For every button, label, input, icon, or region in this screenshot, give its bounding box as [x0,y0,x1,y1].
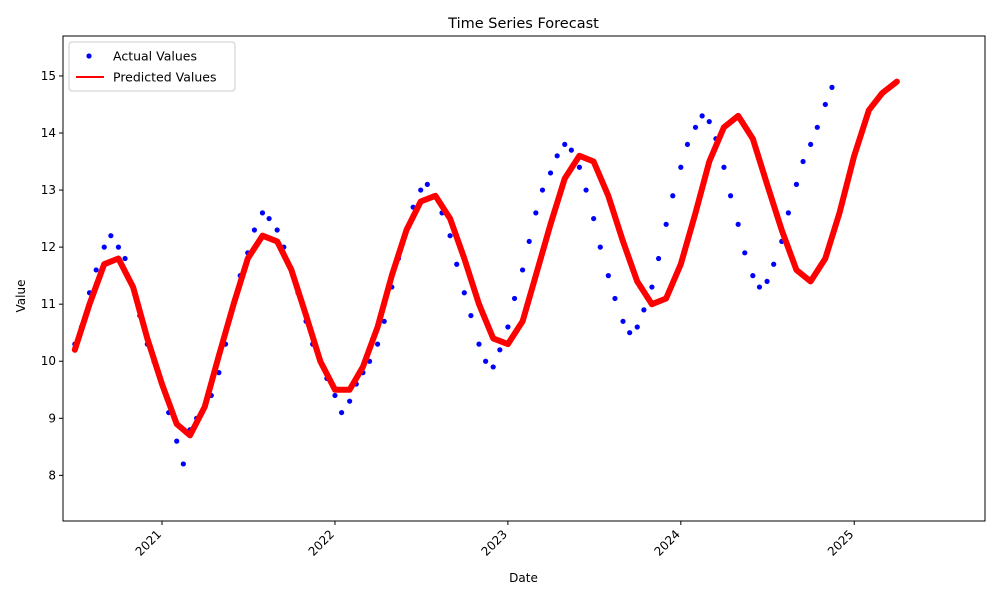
actual-point [634,324,640,330]
chart-title: Time Series Forecast [447,16,599,32]
y-axis: 8 9 10 11 12 13 14 15 [41,69,63,482]
actual-point [122,255,128,262]
actual-point [454,261,460,267]
actual-point [678,164,684,170]
actual-point [771,261,777,267]
actual-point [174,438,180,444]
actual-point [381,318,387,324]
actual-point [374,341,381,347]
y-tick-label: 8 [48,468,56,482]
actual-point [505,324,511,330]
legend: Actual Values Predicted Values [68,41,236,92]
actual-point [620,318,626,324]
actual-point [251,227,258,233]
actual-point [649,284,655,290]
actual-point [793,181,800,187]
actual-point [259,210,266,216]
actual-point [347,398,353,404]
actual-point [418,187,424,193]
y-tick-label: 9 [48,411,56,425]
actual-point [519,267,526,273]
actual-point [461,290,467,296]
actual-point [706,118,712,125]
legend-box [68,41,236,92]
actual-point [576,164,583,170]
actual-point [547,170,554,176]
actual-point [338,409,345,416]
actual-point [526,238,532,245]
actual-point [612,295,618,302]
actual-point [511,295,518,302]
legend-actual-label: Actual Values [113,49,197,64]
predicted-values-series [71,78,900,439]
actual-point [497,347,503,353]
actual-point [274,227,280,233]
actual-point [655,255,662,262]
actual-point [750,273,756,279]
actual-point [332,392,338,399]
actual-point [699,113,705,119]
legend-predicted-label: Predicted Values [113,70,217,85]
actual-point [727,193,734,199]
y-tick-label: 14 [41,126,56,140]
actual-point [468,312,474,319]
actual-point [627,330,633,336]
actual-point [641,307,647,313]
actual-point [808,141,814,148]
actual-point [101,244,107,250]
actual-point [533,210,539,216]
y-tick-label: 12 [41,240,56,254]
actual-point [756,284,763,290]
y-tick-label: 10 [41,354,56,368]
actual-point [670,193,676,199]
actual-point [597,244,603,250]
actual-point [692,124,699,130]
actual-point [721,164,727,170]
actual-point [591,215,597,222]
actual-point [764,278,770,284]
actual-point [735,221,741,227]
actual-point [447,233,453,239]
plot-area [62,35,986,522]
actual-point [800,158,806,165]
y-tick-label: 13 [41,183,56,197]
actual-point [829,84,835,90]
y-tick-label: 11 [41,297,56,311]
y-tick-label: 15 [41,69,56,83]
actual-point [539,187,546,193]
legend-actual-marker [86,53,92,59]
actual-point [583,187,589,193]
actual-point [266,215,272,222]
actual-point [814,124,820,130]
actual-point [483,358,489,364]
x-axis-label: Date [509,571,538,585]
predicted-line [71,78,900,439]
actual-point [785,210,791,216]
actual-point [684,141,691,148]
actual-point [490,364,496,370]
actual-point [822,101,828,108]
actual-point [605,273,611,279]
actual-point [562,141,568,148]
y-axis-label: Value [14,280,28,313]
actual-point [663,221,669,227]
actual-point [424,181,430,187]
actual-point [180,461,186,467]
actual-point [115,244,122,250]
plot-frame [62,35,986,522]
actual-point [568,147,574,153]
actual-point [476,341,482,347]
actual-point [554,153,560,159]
actual-point [108,233,114,239]
actual-point [742,250,748,256]
actual-point [93,267,99,273]
